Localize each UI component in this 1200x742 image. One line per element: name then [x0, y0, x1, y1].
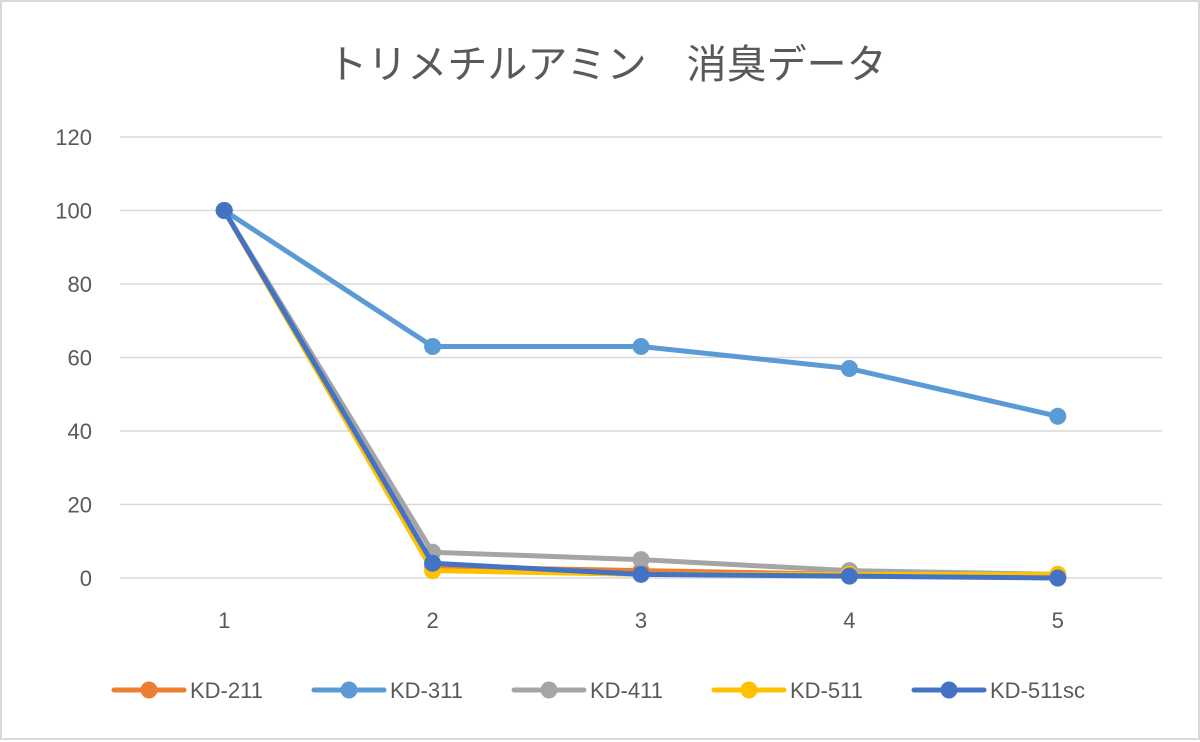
- y-tick-label: 0: [80, 566, 92, 591]
- legend-label: KD-511sc: [990, 678, 1085, 703]
- series-kd-211: [215, 202, 1067, 587]
- x-tick-label: 1: [218, 608, 230, 633]
- legend-label: KD-411: [590, 678, 663, 703]
- x-axis-tick-labels: 1 2 3 4 5: [218, 608, 1064, 633]
- series-kd-311: [215, 202, 1067, 425]
- series-line: [221, 208, 1061, 581]
- legend-swatch-marker: [140, 681, 158, 699]
- y-axis-tick-labels: 0 20 40 60 80 100 120: [55, 125, 92, 591]
- x-tick-label: 4: [843, 608, 855, 633]
- legend-label: KD-511: [790, 678, 863, 703]
- data-point: [840, 567, 858, 585]
- x-tick-label: 5: [1052, 608, 1064, 633]
- legend-item: KD-511sc: [911, 678, 1085, 703]
- series-line: [221, 208, 1061, 577]
- y-tick-label: 100: [55, 199, 92, 224]
- y-tick-label: 60: [68, 346, 92, 371]
- legend-swatch-marker: [540, 681, 558, 699]
- y-tick-label: 80: [68, 272, 92, 297]
- series-line: [221, 208, 1061, 419]
- legend-item: KD-511: [711, 678, 863, 703]
- legend-swatch-marker: [340, 681, 358, 699]
- data-point: [632, 565, 650, 583]
- legend-swatch-marker: [940, 681, 958, 699]
- data-point: [632, 551, 650, 569]
- legend-label: KD-311: [390, 678, 463, 703]
- legend-swatch-marker: [740, 681, 758, 699]
- data-point: [424, 337, 442, 355]
- y-tick-label: 20: [68, 493, 92, 518]
- legend-label: KD-211: [190, 678, 263, 703]
- data-point: [1049, 407, 1067, 425]
- chart-title: トリメチルアミン 消臭データ: [327, 42, 886, 88]
- series-kd-411: [215, 202, 1067, 583]
- x-tick-label: 3: [635, 608, 647, 633]
- legend-item: KD-411: [511, 678, 663, 703]
- legend: KD-211 KD-311 KD-411 KD-511 KD-511sc: [111, 678, 1085, 703]
- series-kd-511sc: [215, 202, 1067, 587]
- data-point: [840, 360, 858, 378]
- series-lines: [215, 202, 1067, 587]
- x-tick-label: 2: [426, 608, 438, 633]
- data-point: [424, 554, 442, 572]
- data-point: [632, 337, 650, 355]
- gridlines: [120, 136, 1162, 579]
- series-line: [221, 208, 1061, 577]
- data-point: [1049, 569, 1067, 587]
- y-tick-label: 120: [55, 125, 92, 150]
- y-tick-label: 40: [68, 419, 92, 444]
- legend-item: KD-311: [311, 678, 463, 703]
- series-line: [221, 208, 1061, 581]
- legend-item: KD-211: [111, 678, 263, 703]
- data-point: [215, 202, 233, 219]
- series-kd-511: [215, 202, 1067, 583]
